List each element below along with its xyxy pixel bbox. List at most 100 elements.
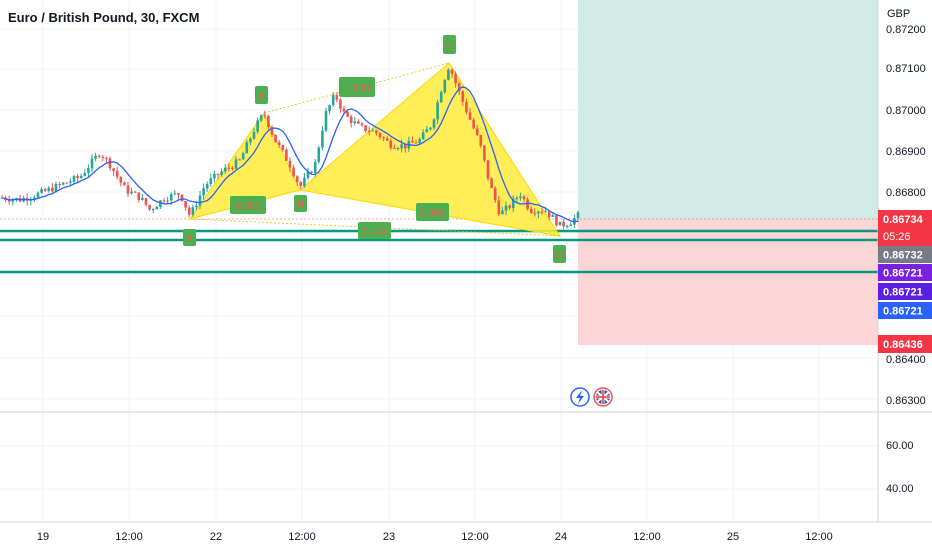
candle-body	[468, 112, 472, 120]
candle-body	[533, 212, 537, 214]
candle-body	[76, 176, 79, 178]
candle-body	[299, 182, 303, 187]
candle-body	[493, 188, 497, 201]
candle-body	[79, 175, 83, 178]
candle-body	[108, 158, 112, 169]
price-tag-blue-text: 0.86721	[883, 306, 923, 318]
candle-body	[371, 130, 375, 132]
ratio-label-ac[interactable]: 1.658	[339, 77, 375, 97]
candle-body	[126, 185, 130, 194]
candle-body	[310, 171, 313, 173]
candle-body	[252, 131, 256, 139]
candle-body	[511, 198, 515, 209]
candle-body	[115, 170, 119, 177]
point-label-a[interactable]: A	[255, 86, 268, 104]
candle-body	[443, 79, 447, 93]
point-label-x[interactable]: X	[183, 229, 196, 246]
candle-body	[357, 121, 360, 124]
candle-body	[216, 173, 220, 175]
point-label-c-text: C	[446, 41, 453, 52]
candle-body	[501, 210, 504, 215]
candle-body	[328, 105, 331, 112]
uk-flag-icon[interactable]	[593, 387, 613, 407]
candle-body	[277, 142, 281, 146]
candle-body	[519, 196, 522, 198]
candle-body	[205, 183, 209, 189]
candle-body	[349, 116, 353, 124]
candle-body	[385, 138, 389, 141]
candle-body	[43, 189, 47, 191]
candle-body	[479, 135, 483, 146]
price-tag-gray[interactable]: 0.86732	[878, 246, 932, 263]
candle-body	[263, 115, 267, 117]
price-tag-indigo[interactable]: 0.86721	[878, 283, 932, 300]
point-label-c[interactable]: C	[443, 35, 456, 54]
candle-body	[51, 187, 54, 192]
candle-body	[36, 192, 40, 198]
candle-body	[288, 160, 292, 168]
indicator-tick-40: 40.00	[886, 483, 914, 495]
price-tag-blue[interactable]: 0.86721	[878, 302, 932, 319]
price-axis[interactable]: 0.87200 0.87100 0.87000 0.86900 0.86800 …	[877, 0, 932, 522]
countdown-text: 05:26	[883, 231, 911, 243]
candle-body	[119, 176, 123, 183]
ratio-label-xd[interactable]: 1.142	[358, 222, 391, 239]
candle-body	[155, 206, 159, 210]
candle-body	[180, 194, 184, 202]
candle-body	[342, 108, 346, 112]
time-label-19: 19	[37, 531, 49, 543]
candle-body	[184, 201, 187, 208]
ratio-label-bd[interactable]: 1.383	[416, 203, 449, 221]
candle-body	[490, 178, 493, 189]
candle-body	[137, 192, 141, 200]
currency-label: GBP	[887, 8, 911, 20]
ratio-label-xb[interactable]: 0.701	[230, 196, 266, 214]
price-tag-last[interactable]: 0.86734 05:26	[878, 210, 932, 246]
candle-body	[148, 204, 151, 210]
price-tag-stop[interactable]: 0.86436	[878, 335, 932, 353]
point-label-d[interactable]: D	[553, 245, 566, 263]
candle-body	[198, 195, 202, 206]
candle-body	[367, 131, 371, 133]
lightning-icon[interactable]	[570, 387, 590, 407]
candle-body	[191, 207, 195, 215]
candle-body	[90, 158, 94, 169]
time-axis[interactable]: 19 12:00 22 12:00 23 12:00 24 12:00 25 1…	[0, 521, 932, 543]
candle-body	[576, 212, 580, 219]
ratio-label-ac-text: 1.658	[344, 83, 369, 94]
candle-body	[202, 188, 205, 196]
price-tick-86400: 0.86400	[886, 354, 926, 366]
price-tick-87000: 0.87000	[886, 105, 926, 117]
candle-body	[213, 173, 216, 179]
candle-body	[411, 140, 414, 143]
candle-body	[259, 115, 263, 121]
candle-body	[267, 115, 270, 128]
price-tag-purple[interactable]: 0.86721	[878, 264, 932, 281]
candle-body	[382, 137, 385, 139]
candle-body	[436, 102, 439, 120]
point-label-b[interactable]: B	[294, 195, 307, 212]
candle-body	[504, 205, 508, 211]
price-tick-86300: 0.86300	[886, 395, 926, 407]
price-tag-purple-text: 0.86721	[883, 268, 923, 280]
candle-body	[87, 168, 90, 173]
candle-body	[11, 199, 15, 202]
candle-body	[7, 199, 11, 202]
candle-body	[439, 92, 443, 103]
point-label-b-text: B	[297, 200, 304, 211]
candle-body	[238, 159, 241, 161]
candle-body	[353, 121, 357, 124]
candle-body	[54, 183, 58, 192]
candle-body	[569, 224, 573, 226]
candle-body	[447, 69, 450, 80]
candle-body	[324, 111, 328, 131]
candle-body	[497, 200, 501, 215]
candle-body	[173, 193, 177, 195]
candle-body	[425, 129, 429, 133]
candle-body	[292, 167, 295, 177]
candle-body	[177, 193, 180, 195]
ratio-label-bd-text: 1.383	[420, 208, 445, 219]
candle-body	[551, 215, 555, 217]
